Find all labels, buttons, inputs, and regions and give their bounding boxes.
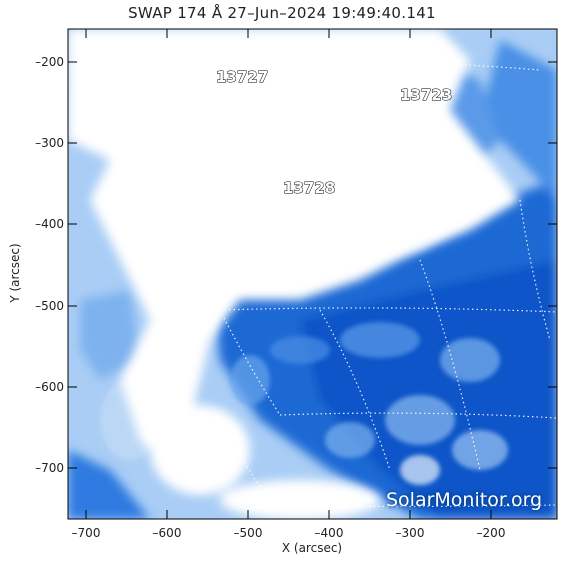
y-tick-label: –500 [35, 299, 64, 313]
x-tick-label: –700 [71, 526, 101, 540]
x-tick-label: –200 [476, 526, 506, 540]
x-axis-label: X (arcsec) [281, 541, 343, 555]
y-tick-marks [68, 61, 557, 469]
plot-frame [67, 28, 558, 520]
active-region-label: 13728 [282, 179, 336, 198]
y-tick-label: –400 [35, 217, 64, 231]
x-tick-marks [85, 29, 492, 519]
image-title: SWAP 174 Å 27–Jun–2024 19:49:40.141 [128, 4, 436, 22]
solar-disk-image [68, 29, 557, 519]
active-region-label: 13727 [215, 68, 269, 87]
x-tick-label: –500 [233, 526, 263, 540]
watermark-text: SolarMonitor.org [386, 489, 543, 511]
active-region-label: 13723 [399, 86, 453, 105]
y-tick-label: –300 [35, 136, 64, 150]
y-tick-label: –200 [35, 55, 64, 69]
y-tick-label: –700 [35, 461, 64, 475]
x-tick-label: –400 [314, 526, 344, 540]
y-tick-label: –600 [35, 380, 64, 394]
x-tick-label: –300 [395, 526, 425, 540]
y-axis-label: Y (arcsec) [8, 243, 22, 303]
x-tick-label: –600 [152, 526, 182, 540]
